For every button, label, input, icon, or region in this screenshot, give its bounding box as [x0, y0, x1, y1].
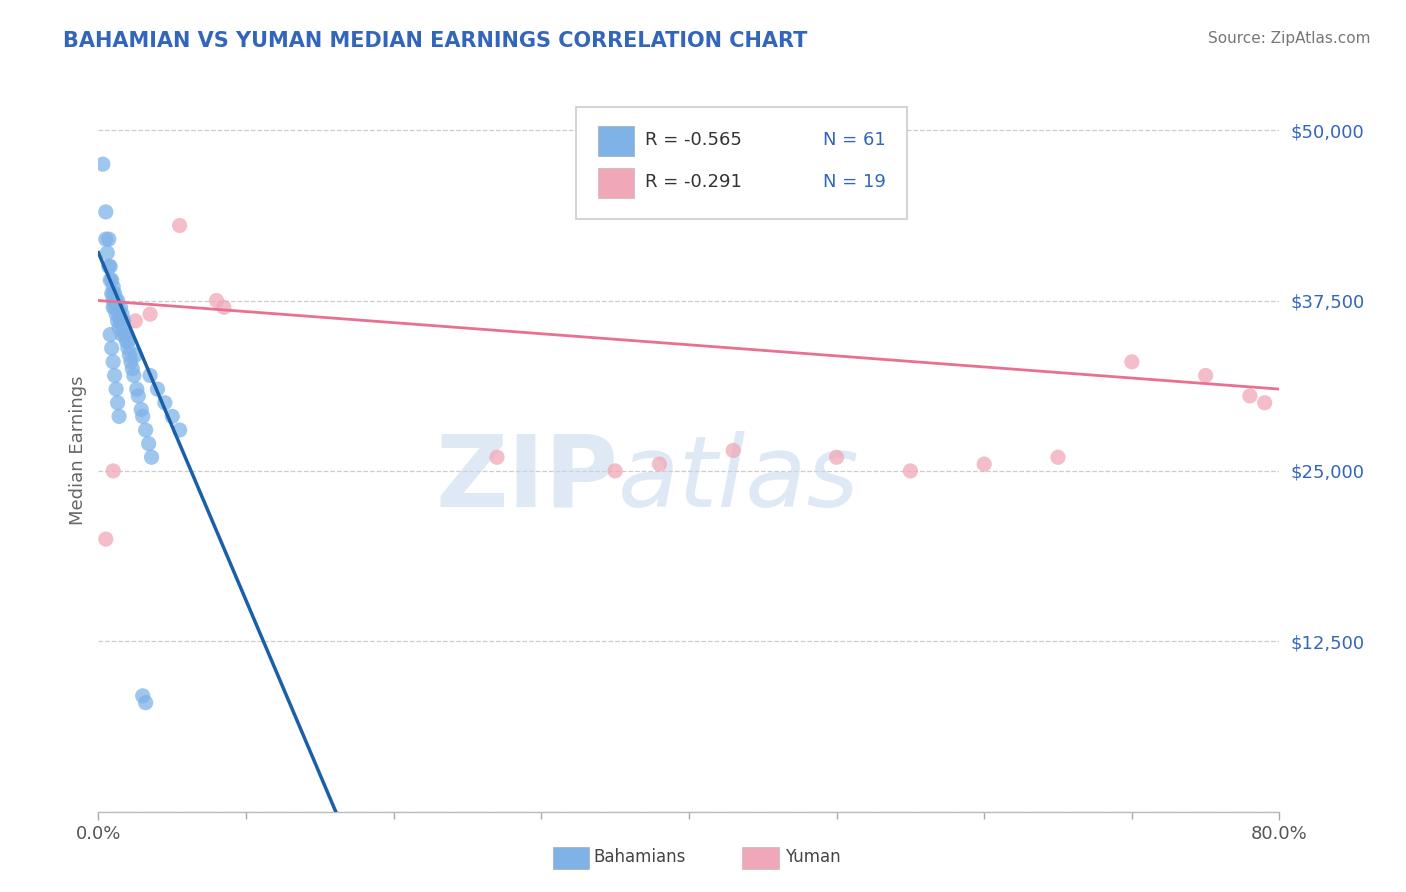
Text: N = 61: N = 61 — [823, 131, 886, 149]
Point — [114, 327, 136, 342]
Point — [139, 368, 162, 383]
Point — [105, 307, 128, 321]
Point — [1239, 389, 1261, 403]
Point — [100, 286, 122, 301]
Point — [973, 457, 995, 471]
Text: R = -0.565: R = -0.565 — [645, 131, 742, 149]
Point — [169, 219, 191, 233]
Text: atlas: atlas — [619, 431, 859, 528]
Point — [103, 280, 125, 294]
Point — [205, 293, 228, 308]
Point — [98, 327, 121, 342]
Point — [91, 157, 114, 171]
Point — [110, 301, 132, 315]
Text: R = -0.291: R = -0.291 — [645, 173, 742, 191]
Point — [723, 443, 745, 458]
Point — [108, 320, 131, 334]
Point — [118, 348, 141, 362]
Point — [105, 382, 128, 396]
Point — [94, 205, 117, 219]
Point — [103, 293, 125, 308]
Y-axis label: Median Earnings: Median Earnings — [69, 376, 87, 525]
Point — [107, 396, 129, 410]
Point — [648, 457, 671, 471]
Point — [103, 464, 125, 478]
Point — [104, 286, 127, 301]
Point — [117, 334, 139, 349]
Text: ZIP: ZIP — [436, 431, 619, 528]
Point — [103, 355, 125, 369]
Point — [94, 232, 117, 246]
Point — [153, 396, 176, 410]
Point — [117, 341, 139, 355]
Point — [825, 450, 848, 465]
Point — [138, 436, 160, 450]
Point — [114, 327, 136, 342]
Point — [112, 314, 135, 328]
Point — [108, 307, 131, 321]
Point — [127, 389, 149, 403]
Point — [120, 355, 142, 369]
Point — [104, 301, 127, 315]
Text: Yuman: Yuman — [785, 848, 841, 866]
Point — [110, 314, 132, 328]
Point — [97, 260, 120, 274]
Point — [107, 314, 129, 328]
Point — [129, 402, 152, 417]
Text: BAHAMIAN VS YUMAN MEDIAN EARNINGS CORRELATION CHART: BAHAMIAN VS YUMAN MEDIAN EARNINGS CORREL… — [63, 31, 807, 51]
Point — [141, 450, 163, 465]
Point — [132, 689, 155, 703]
Point — [1121, 355, 1143, 369]
Point — [103, 286, 125, 301]
Point — [212, 301, 235, 315]
Point — [100, 341, 122, 355]
Point — [125, 382, 148, 396]
Point — [100, 273, 122, 287]
Text: N = 19: N = 19 — [823, 173, 886, 191]
Point — [108, 409, 131, 424]
Point — [97, 232, 120, 246]
Point — [112, 320, 135, 334]
Point — [111, 307, 134, 321]
Point — [111, 327, 134, 342]
Point — [107, 293, 129, 308]
Point — [115, 334, 138, 349]
Point — [169, 423, 191, 437]
Point — [900, 464, 922, 478]
Point — [132, 409, 155, 424]
Point — [98, 273, 121, 287]
Point — [124, 348, 146, 362]
Point — [139, 307, 162, 321]
Point — [486, 450, 509, 465]
Text: Bahamians: Bahamians — [593, 848, 686, 866]
Point — [105, 293, 128, 308]
Point — [121, 361, 143, 376]
Point — [110, 314, 132, 328]
Point — [135, 423, 157, 437]
Point — [1254, 396, 1277, 410]
Point — [103, 301, 125, 315]
Point — [104, 368, 127, 383]
Point — [94, 532, 117, 546]
Point — [162, 409, 183, 424]
Point — [146, 382, 169, 396]
Point — [98, 260, 121, 274]
Text: Source: ZipAtlas.com: Source: ZipAtlas.com — [1208, 31, 1371, 46]
Point — [122, 368, 145, 383]
Point — [124, 314, 146, 328]
Point — [1195, 368, 1218, 383]
Point — [96, 245, 118, 260]
Point — [107, 301, 129, 315]
Point — [135, 696, 157, 710]
Point — [1047, 450, 1070, 465]
Point — [605, 464, 627, 478]
